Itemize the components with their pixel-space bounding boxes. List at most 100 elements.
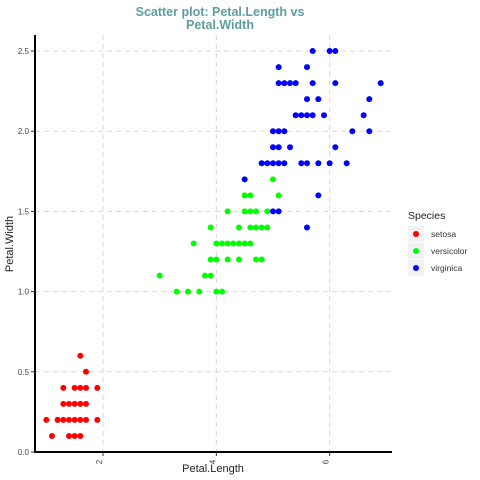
x-axis-title: Petal.Length xyxy=(182,463,244,475)
data-point-setosa xyxy=(83,369,89,375)
data-point-virginica xyxy=(287,80,293,86)
data-point-versicolor xyxy=(157,273,163,279)
data-point-versicolor xyxy=(202,273,208,279)
data-point-versicolor xyxy=(242,192,248,198)
data-point-virginica xyxy=(349,128,355,134)
data-point-setosa xyxy=(72,433,78,439)
y-tick-label: 2.0 xyxy=(18,127,30,136)
data-point-versicolor xyxy=(191,241,197,247)
y-tick-label: 0.5 xyxy=(18,368,30,377)
data-point-virginica xyxy=(310,80,316,86)
x-tick-label: 6 xyxy=(322,459,331,464)
data-point-setosa xyxy=(77,417,83,423)
data-point-versicolor xyxy=(247,192,253,198)
data-point-virginica xyxy=(361,112,367,118)
data-point-versicolor xyxy=(174,289,180,295)
legend-marker-setosa xyxy=(413,231,419,237)
data-point-setosa xyxy=(66,417,72,423)
data-point-virginica xyxy=(332,80,338,86)
data-point-setosa xyxy=(72,401,78,407)
x-tick-label: 2 xyxy=(95,459,104,464)
data-point-setosa xyxy=(77,353,83,359)
data-point-virginica xyxy=(344,160,350,166)
data-point-versicolor xyxy=(225,241,231,247)
data-point-setosa xyxy=(55,417,61,423)
legend-items: setosa versicolor virginica xyxy=(408,226,468,276)
data-point-virginica xyxy=(287,144,293,150)
data-point-virginica xyxy=(366,96,372,102)
data-point-virginica xyxy=(315,192,321,198)
data-point-versicolor xyxy=(208,257,214,263)
data-point-setosa xyxy=(77,433,83,439)
data-point-virginica xyxy=(264,160,270,166)
data-points xyxy=(43,48,383,439)
data-point-setosa xyxy=(66,401,72,407)
data-point-virginica xyxy=(378,80,384,86)
data-point-virginica xyxy=(270,128,276,134)
legend-label-virginica: virginica xyxy=(431,263,462,273)
data-point-versicolor xyxy=(185,289,191,295)
data-point-versicolor xyxy=(213,241,219,247)
data-point-setosa xyxy=(94,417,100,423)
data-point-versicolor xyxy=(270,176,276,182)
data-point-setosa xyxy=(60,385,66,391)
legend-label-versicolor: versicolor xyxy=(431,246,468,256)
data-point-virginica xyxy=(276,144,282,150)
data-point-versicolor xyxy=(219,289,225,295)
data-point-versicolor xyxy=(208,273,214,279)
data-point-versicolor xyxy=(264,208,270,214)
data-point-virginica xyxy=(310,48,316,54)
data-point-virginica xyxy=(270,144,276,150)
data-point-setosa xyxy=(66,433,72,439)
data-point-versicolor xyxy=(247,208,253,214)
data-point-versicolor xyxy=(225,257,231,263)
data-point-versicolor xyxy=(236,257,242,263)
legend-label-setosa: setosa xyxy=(431,229,456,239)
data-point-virginica xyxy=(304,112,310,118)
data-point-versicolor xyxy=(213,289,219,295)
data-point-setosa xyxy=(77,385,83,391)
data-point-virginica xyxy=(304,96,310,102)
legend-title: Species xyxy=(408,210,445,222)
data-point-setosa xyxy=(77,401,83,407)
y-tick-label: 0.0 xyxy=(18,448,30,457)
data-point-virginica xyxy=(298,112,304,118)
data-point-versicolor xyxy=(253,224,259,230)
data-point-virginica xyxy=(315,160,321,166)
chart-title-line-2: Petal.Width xyxy=(186,18,254,32)
legend-marker-versicolor xyxy=(413,248,419,254)
chart-title-line-1: Scatter plot: Petal.Length vs xyxy=(136,5,305,19)
data-point-virginica xyxy=(293,112,299,118)
data-point-virginica xyxy=(276,128,282,134)
data-point-versicolor xyxy=(259,257,265,263)
data-point-versicolor xyxy=(264,224,270,230)
data-point-virginica xyxy=(242,176,248,182)
data-point-virginica xyxy=(281,160,287,166)
data-point-virginica xyxy=(276,80,282,86)
y-tick-label: 1.0 xyxy=(18,288,30,297)
data-point-versicolor xyxy=(242,241,248,247)
data-point-setosa xyxy=(60,401,66,407)
data-point-virginica xyxy=(315,96,321,102)
data-point-versicolor xyxy=(213,257,219,263)
data-point-versicolor xyxy=(236,241,242,247)
data-point-versicolor xyxy=(236,224,242,230)
data-point-versicolor xyxy=(247,224,253,230)
data-point-setosa xyxy=(49,433,55,439)
data-point-virginica xyxy=(304,64,310,70)
data-point-versicolor xyxy=(242,208,248,214)
data-point-versicolor xyxy=(253,208,259,214)
data-point-virginica xyxy=(332,48,338,54)
data-point-setosa xyxy=(60,417,66,423)
y-axis-title: Petal.Width xyxy=(4,216,16,272)
legend: Species setosa versicolor virginica xyxy=(408,210,468,276)
data-point-setosa xyxy=(72,385,78,391)
data-point-virginica xyxy=(276,208,282,214)
data-point-virginica xyxy=(259,160,265,166)
data-point-virginica xyxy=(276,160,282,166)
data-point-versicolor xyxy=(247,241,253,247)
data-point-versicolor xyxy=(208,224,214,230)
data-point-versicolor xyxy=(253,257,259,263)
data-point-virginica xyxy=(310,112,316,118)
